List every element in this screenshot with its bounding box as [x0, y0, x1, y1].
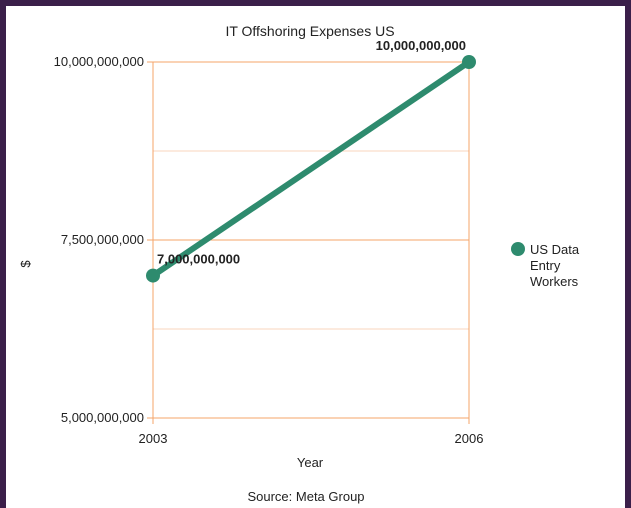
x-tick-label: 2006: [455, 431, 484, 446]
grid: [147, 61, 470, 424]
series-group: [146, 55, 476, 283]
data-point: [462, 55, 476, 69]
y-tick-label: 10,000,000,000: [54, 54, 144, 69]
legend-label-line: Entry: [530, 258, 561, 273]
x-axis-ticks: 2003 2006: [139, 431, 484, 446]
legend-label-line: Workers: [530, 274, 579, 289]
data-label: 10,000,000,000: [376, 38, 466, 53]
source-note: Source: Meta Group: [247, 489, 364, 504]
series-line: [150, 59, 472, 279]
data-point: [146, 268, 160, 283]
legend[interactable]: US Data Entry Workers: [511, 242, 580, 289]
legend-label: US Data Entry Workers: [530, 242, 580, 289]
y-axis-label: $: [18, 260, 33, 268]
legend-label-line: US Data: [530, 242, 580, 257]
data-label: 7,000,000,000: [157, 252, 240, 267]
legend-marker: [511, 242, 525, 256]
y-tick-label: 5,000,000,000: [61, 410, 144, 425]
y-axis-ticks: 5,000,000,000 7,500,000,000 10,000,000,000: [54, 54, 144, 425]
chart-title: IT Offshoring Expenses US: [225, 23, 394, 39]
x-tick-label: 2003: [139, 431, 168, 446]
y-tick-label: 7,500,000,000: [61, 232, 144, 247]
x-axis-label: Year: [297, 455, 324, 470]
data-labels: 7,000,000,000 10,000,000,000: [157, 38, 466, 267]
